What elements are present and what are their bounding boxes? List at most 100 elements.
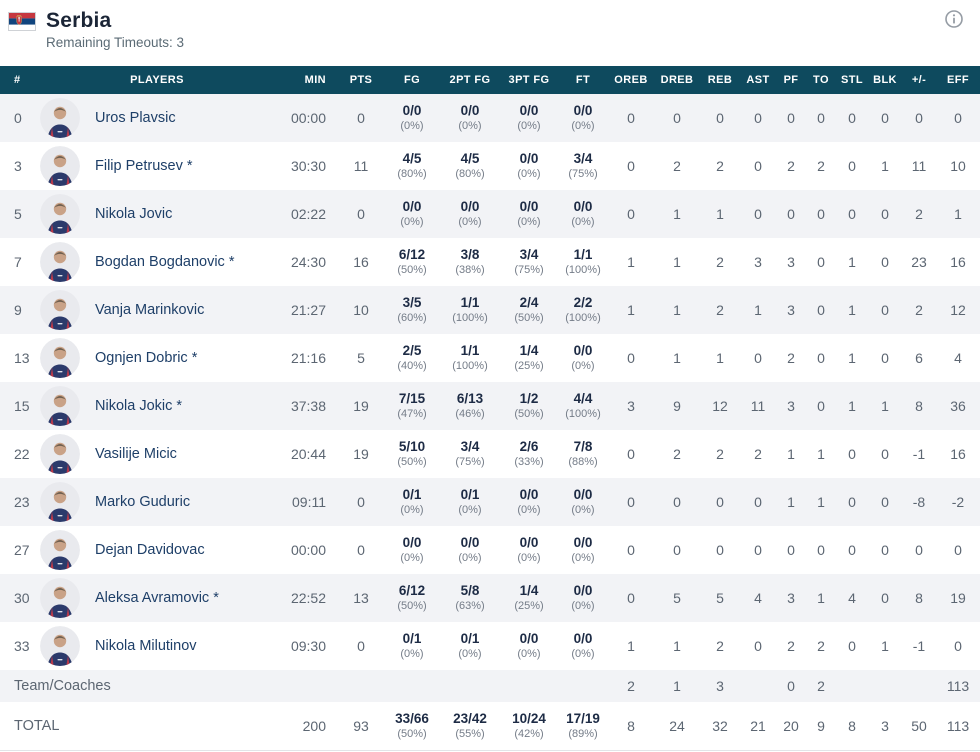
info-icon[interactable]	[944, 9, 964, 29]
stat-blk: 1	[881, 158, 889, 174]
stat-fg3: 0/0 (0%)	[500, 190, 558, 238]
stat-ft-made-attempted: 0/0	[573, 103, 593, 119]
stat-reb: 2	[716, 446, 724, 462]
stat-fg3: 1/4 (25%)	[500, 334, 558, 382]
player-name[interactable]: Nikola Jokic *	[95, 398, 183, 414]
stat-fg-percentage: (40%)	[397, 359, 427, 372]
stat-fg-percentage: (0%)	[400, 215, 424, 228]
stat-fg2: 1/1 (100%)	[440, 286, 500, 334]
stat-ast: 0	[754, 110, 762, 126]
column-header-eff: EFF	[936, 66, 980, 94]
stat-fg2-made-attempted: 5/8	[460, 583, 480, 599]
player-row: 5 Nikola Jovic 02:22 0 0/0 (0%) 0/0 (0%) 0/0 (0%)…	[0, 190, 980, 238]
player-name[interactable]: Nikola Jovic	[95, 206, 173, 222]
stat-fg3-percentage: (0%)	[517, 503, 541, 516]
stat-stl: 0	[848, 638, 856, 654]
player-name[interactable]: Aleksa Avramovic *	[95, 590, 219, 606]
player-name[interactable]: Vanja Marinkovic	[95, 302, 205, 318]
jersey-number: 22	[14, 446, 30, 462]
table-header: # PLAYERS MIN PTS FG 2PT FG 3PT FG FT OREB DREB RE…	[0, 66, 980, 94]
stat-ast: 1	[754, 302, 762, 318]
stat-ft-percentage: (0%)	[571, 215, 595, 228]
stat-ft: 0/0 (0%)	[558, 574, 608, 622]
player-name[interactable]: Nikola Milutinov	[95, 638, 197, 654]
jersey-number: 7	[14, 254, 22, 270]
stat-points: 19	[353, 446, 369, 462]
stat-to: 0	[817, 542, 825, 558]
stat-ft-made-attempted: 0/0	[573, 343, 593, 359]
stat-ft-percentage: (0%)	[571, 647, 595, 660]
stat-pf: 20	[776, 702, 806, 751]
stat-reb: 32	[700, 702, 740, 751]
stat-fg-made-attempted: 33/66	[395, 711, 429, 727]
stat-ft-percentage: (100%)	[565, 263, 601, 276]
stat-pm: 2	[915, 206, 923, 222]
stat-dreb: 24	[654, 702, 700, 751]
stat-minutes: 37:38	[290, 398, 326, 414]
stat-reb: 0	[716, 542, 724, 558]
player-name[interactable]: Filip Petrusev *	[95, 158, 193, 174]
stat-ast: 0	[754, 494, 762, 510]
stat-fg2: 4/5 (80%)	[440, 142, 500, 190]
stat-fg2-percentage: (46%)	[455, 407, 485, 420]
stat-fg2: 0/0 (0%)	[440, 94, 500, 142]
player-name[interactable]: Uros Plavsic	[95, 110, 176, 126]
stat-eff: 0	[954, 542, 962, 558]
player-name[interactable]: Bogdan Bogdanovic *	[95, 254, 235, 270]
stat-blk: 0	[881, 110, 889, 126]
stat-pm: 0	[915, 542, 923, 558]
stat-ft-made-attempted: 3/4	[573, 151, 593, 167]
stat-to: 9	[806, 702, 836, 751]
stat-stl: 8	[836, 702, 868, 751]
player-avatar	[40, 482, 80, 522]
player-name[interactable]: Vasilije Micic	[95, 446, 177, 462]
stat-fg2-percentage: (0%)	[458, 215, 482, 228]
stat-ft: 3/4 (75%)	[558, 142, 608, 190]
stat-dreb: 1	[673, 254, 681, 270]
stat-pf: 0	[787, 542, 795, 558]
stat-fg: 0/0 (0%)	[384, 94, 440, 142]
total-minutes: 200	[280, 702, 338, 751]
stat-ast: 4	[754, 590, 762, 606]
stat-reb: 5	[716, 590, 724, 606]
stat-dreb: 0	[673, 494, 681, 510]
stat-points: 5	[357, 350, 365, 366]
stat-fg2-percentage: (0%)	[458, 503, 482, 516]
stat-blk: 0	[881, 206, 889, 222]
stat-eff: 1	[954, 206, 962, 222]
stat-ft: 4/4 (100%)	[558, 382, 608, 430]
column-header-pts: PTS	[338, 66, 384, 94]
stat-fg-percentage: (50%)	[397, 263, 427, 276]
column-header-player: PLAYERS	[34, 66, 280, 94]
stat-pm: 8	[915, 590, 923, 606]
stat-oreb: 3	[627, 398, 635, 414]
stat-stl: 1	[848, 254, 856, 270]
stat-blk: 0	[881, 542, 889, 558]
stat-fg3-made-attempted: 0/0	[519, 199, 539, 215]
stat-ft-percentage: (0%)	[571, 551, 595, 564]
stat-pf: 2	[787, 158, 795, 174]
stat-oreb: 1	[627, 302, 635, 318]
player-name[interactable]: Dejan Davidovac	[95, 542, 205, 558]
jersey-number: 15	[14, 398, 30, 414]
stat-minutes: 00:00	[290, 110, 326, 126]
stat-pm: 2	[915, 302, 923, 318]
stat-ft: 0/0 (0%)	[558, 334, 608, 382]
stat-reb: 1	[716, 350, 724, 366]
stat-oreb: 0	[627, 206, 635, 222]
stat-fg2: 0/0 (0%)	[440, 190, 500, 238]
player-row: 3 Filip Petrusev * 30:30 11 4/5 (80%) 4/5 (80%)…	[0, 142, 980, 190]
stat-stl: 0	[848, 158, 856, 174]
stat-fg3-percentage: (0%)	[517, 551, 541, 564]
player-name[interactable]: Marko Guduric	[95, 494, 191, 510]
stat-to: 2	[817, 678, 825, 694]
jersey-number: 5	[14, 206, 22, 222]
stat-ft: 0/0 (0%)	[558, 190, 608, 238]
stat-fg2-percentage: (63%)	[455, 599, 485, 612]
player-row: 22 Vasilije Micic 20:44 19 5/10 (50%) 3/4 (75%)…	[0, 430, 980, 478]
stat-minutes: 09:30	[290, 638, 326, 654]
stat-fg-made-attempted: 2/5	[402, 343, 422, 359]
player-name[interactable]: Ognjen Dobric *	[95, 350, 198, 366]
stat-points: 19	[353, 398, 369, 414]
stat-eff: 19	[950, 590, 966, 606]
